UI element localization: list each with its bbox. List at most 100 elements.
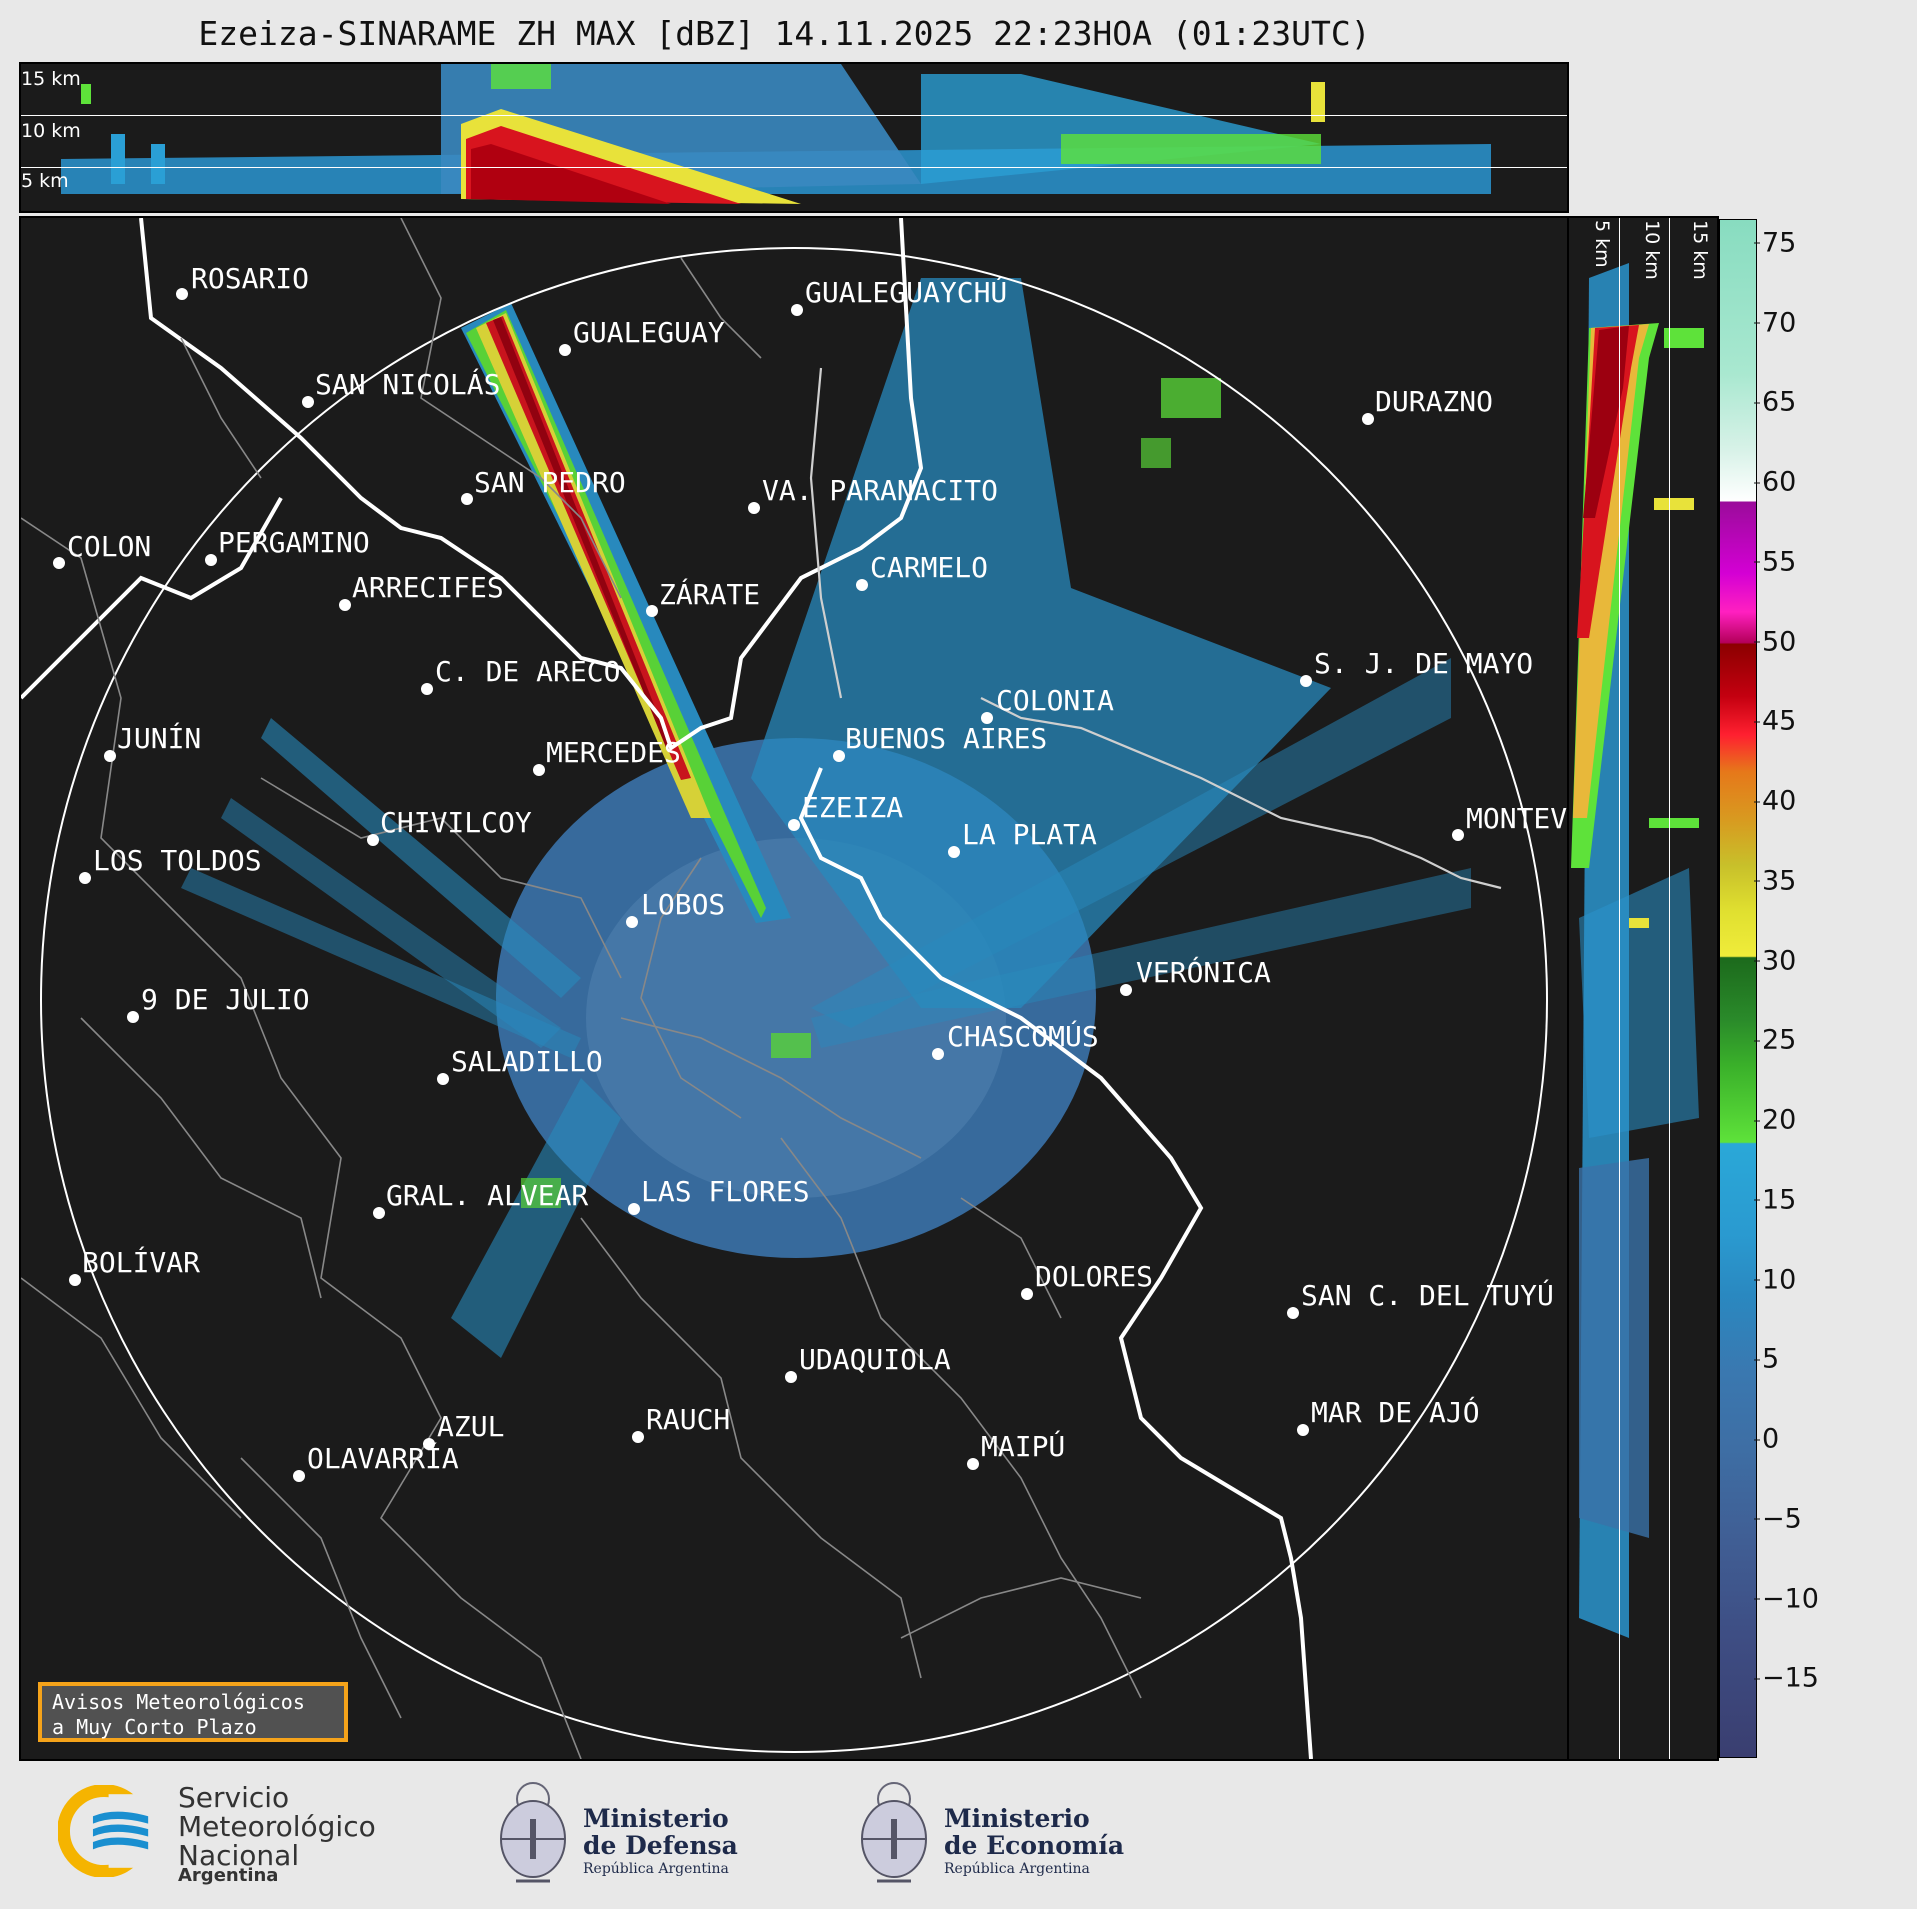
city-label-9-de-julio: 9 DE JULIO xyxy=(141,983,310,1016)
level-line-10km-vertical xyxy=(1669,218,1670,1759)
colorbar-tick-label: 10 xyxy=(1753,1264,1797,1296)
radar-echo xyxy=(181,278,1471,1358)
ministerio-economia: Ministerio de Economía República Argenti… xyxy=(944,1805,1124,1877)
colorbar-tick-label: 20 xyxy=(1753,1104,1797,1136)
economia-sub: República Argentina xyxy=(944,1861,1090,1877)
city-dot-gualeguaychu xyxy=(791,304,803,316)
level-label-10km-vertical: 10 km xyxy=(1641,220,1663,280)
city-dot-dolores xyxy=(1021,1288,1033,1300)
city-label-las-flores: LAS FLORES xyxy=(641,1175,810,1208)
colorbar-tick-label: 15 xyxy=(1753,1184,1797,1216)
top-cross-section-graphic xyxy=(61,64,1491,204)
colorbar-tick-label: 30 xyxy=(1753,945,1797,977)
city-label-junin: JUNÍN xyxy=(117,722,202,755)
city-label-maipu: MAIPÚ xyxy=(981,1430,1066,1463)
city-label-va-paranacito: VA. PARANACITO xyxy=(762,474,999,507)
colorbar-tick-label: 25 xyxy=(1753,1024,1797,1056)
colorbar-tick-label: 45 xyxy=(1753,705,1797,737)
city-label-mercedes: MERCEDES xyxy=(546,736,681,769)
radar-range-ring xyxy=(40,247,1548,1753)
city-label-rosario: ROSARIO xyxy=(191,262,310,295)
coastline xyxy=(21,218,1313,1759)
notice-line-1: Avisos Meteorológicos xyxy=(52,1690,305,1714)
city-dot-san-nicolas xyxy=(302,396,314,408)
city-dot-ezeiza xyxy=(788,819,800,831)
colorbar-tick-label: 60 xyxy=(1753,466,1797,498)
city-dot-chivilcoy xyxy=(367,834,379,846)
city-dot-9-de-julio xyxy=(127,1011,139,1023)
smn-line-1: Servicio xyxy=(178,1781,290,1814)
city-dot-san-pedro xyxy=(461,493,473,505)
city-label-gualeguay: GUALEGUAY xyxy=(573,316,725,349)
city-label-c-de-areco: C. DE ARECO xyxy=(435,655,621,688)
level-label-15km: 15 km xyxy=(21,68,81,90)
defensa-sub: República Argentina xyxy=(583,1861,729,1877)
ministerio-defensa: Ministerio de Defensa República Argentin… xyxy=(583,1805,738,1877)
city-label-montevideo: MONTEVIDEO xyxy=(1466,802,1567,835)
city-label-azul: AZUL xyxy=(437,1410,505,1443)
city-label-veronica: VERÓNICA xyxy=(1136,956,1271,989)
smn-line-2: Meteorológico xyxy=(178,1810,376,1843)
colorbar xyxy=(1719,219,1757,1758)
river-uruguay xyxy=(809,367,1502,890)
city-dot-gualeguay xyxy=(559,344,571,356)
city-dot-junin xyxy=(104,750,116,762)
colorbar-tick-label: 65 xyxy=(1753,386,1797,418)
city-dot-mar-de-ajo xyxy=(1297,1424,1309,1436)
city-dot-san-c-del-tuyu xyxy=(1287,1307,1299,1319)
city-label-ezeiza: EZEIZA xyxy=(802,791,904,824)
city-dot-zarate xyxy=(646,605,658,617)
city-dot-veronica xyxy=(1120,984,1132,996)
city-label-la-plata: LA PLATA xyxy=(962,818,1097,851)
colorbar-tick-label: 70 xyxy=(1753,307,1797,339)
boundaries xyxy=(21,218,1142,1759)
city-dot-colon xyxy=(53,557,65,569)
city-label-colon: COLON xyxy=(67,530,152,563)
top-cross-section-panel: 15 km 10 km 5 km xyxy=(19,62,1569,213)
city-dot-c-de-areco xyxy=(421,683,433,695)
city-dot-azul xyxy=(423,1438,435,1450)
city-label-sj-de-mayo: S. J. DE MAYO xyxy=(1314,647,1534,680)
city-dot-rosario xyxy=(176,288,188,300)
city-label-rauch: RAUCH xyxy=(646,1403,731,1436)
footer: Servicio Meteorológico Nacional Argentin… xyxy=(0,1761,1917,1909)
colorbar-tick-label: 40 xyxy=(1753,785,1797,817)
city-dot-los-toldos xyxy=(79,872,91,884)
smn-line-3: Nacional xyxy=(178,1839,300,1872)
colorbar-tick-label: 75 xyxy=(1753,227,1797,259)
smn-name: Servicio Meteorológico Nacional xyxy=(178,1783,376,1870)
city-label-dolores: DOLORES xyxy=(1035,1260,1154,1293)
notice-box[interactable]: Avisos Meteorológicos a Muy Corto Plazo xyxy=(38,1682,348,1742)
level-line-5km xyxy=(21,167,1567,168)
city-dot-udaquiola xyxy=(785,1371,797,1383)
colorbar-tick-label: 0 xyxy=(1753,1423,1780,1455)
level-label-5km-vertical: 5 km xyxy=(1591,220,1613,268)
city-dot-buenos-aires xyxy=(833,750,845,762)
level-label-5km: 5 km xyxy=(21,170,69,192)
city-label-colonia: COLONIA xyxy=(996,684,1115,717)
right-cross-section-graphic xyxy=(1571,263,1704,1638)
city-dot-durazno xyxy=(1362,413,1374,425)
colorbar-tick-label: −15 xyxy=(1754,1662,1819,1694)
city-dot-olavarria xyxy=(293,1470,305,1482)
city-label-bolivar: BOLÍVAR xyxy=(82,1246,201,1279)
city-label-carmelo: CARMELO xyxy=(870,551,989,584)
radar-map[interactable]: ROSARIO GUALEGUAYCHÚ GUALEGUAY SAN NICOL… xyxy=(19,216,1569,1761)
radar-map-graphic xyxy=(21,218,1548,1759)
smn-country: Argentina xyxy=(178,1865,279,1886)
economia-line-2: de Economía xyxy=(944,1831,1125,1860)
city-dot-carmelo xyxy=(856,579,868,591)
city-dot-gral-alvear xyxy=(373,1207,385,1219)
page-title: Ezeiza-SINARAME ZH MAX [dBZ] 14.11.2025 … xyxy=(198,14,1371,53)
colorbar-tick-label: 35 xyxy=(1753,865,1797,897)
right-cross-section-panel: 5 km 10 km 15 km xyxy=(1569,216,1719,1761)
city-dot-la-plata xyxy=(948,846,960,858)
colorbar-tick-label: −5 xyxy=(1754,1503,1802,1535)
city-label-gualeguaychu: GUALEGUAYCHÚ xyxy=(805,276,1008,309)
smn-logo-icon xyxy=(58,1785,150,1877)
city-dot-lobos xyxy=(626,916,638,928)
city-label-olavarria: OLAVARRÍA xyxy=(307,1442,459,1475)
crest-defensa-icon xyxy=(500,1782,566,1883)
colorbar-tick-label: 5 xyxy=(1753,1343,1780,1375)
city-label-saladillo: SALADILLO xyxy=(451,1045,603,1078)
